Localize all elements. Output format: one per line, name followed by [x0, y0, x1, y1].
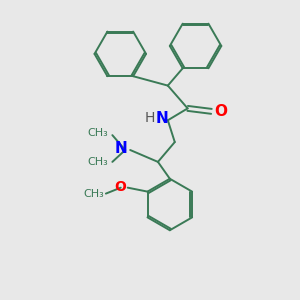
Text: N: N: [115, 140, 127, 155]
Text: CH₃: CH₃: [88, 128, 108, 138]
Text: CH₃: CH₃: [83, 189, 104, 199]
Text: N: N: [155, 111, 168, 126]
Text: H: H: [145, 111, 155, 125]
Text: O: O: [214, 104, 227, 119]
Text: CH₃: CH₃: [88, 157, 108, 167]
Text: O: O: [114, 180, 126, 194]
